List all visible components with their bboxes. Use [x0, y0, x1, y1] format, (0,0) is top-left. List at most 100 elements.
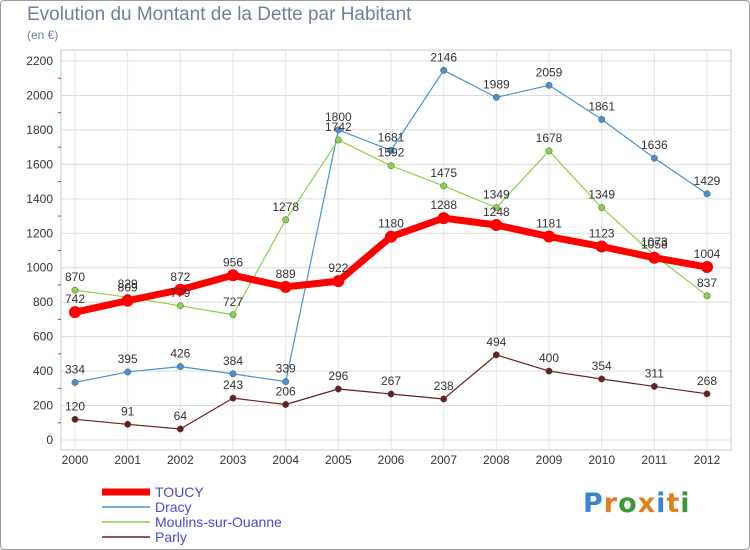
logo-letter: i	[656, 488, 667, 519]
x-tick-label: 2010	[588, 453, 615, 467]
data-label: 1800	[325, 110, 352, 124]
data-label: 1678	[536, 131, 563, 145]
data-label: 1278	[272, 200, 299, 214]
data-label: 400	[539, 351, 559, 365]
data-label: 120	[65, 399, 85, 413]
data-point	[176, 363, 184, 371]
data-point	[650, 154, 658, 162]
data-point	[598, 204, 606, 212]
data-label: 779	[170, 286, 190, 300]
data-point	[492, 351, 500, 359]
data-label: 870	[65, 270, 85, 284]
data-label: 1073	[641, 235, 668, 249]
data-point	[282, 378, 290, 386]
x-tick-label: 2003	[220, 453, 247, 467]
y-tick-label: 200	[33, 399, 53, 413]
data-point	[334, 126, 342, 134]
y-tick-label: 0	[46, 433, 53, 447]
data-label: 727	[223, 295, 243, 309]
data-point	[121, 294, 134, 307]
data-label: 395	[118, 352, 138, 366]
data-label: 91	[121, 404, 135, 418]
data-label: 1004	[694, 247, 721, 261]
data-point	[124, 420, 132, 428]
data-point	[176, 425, 184, 433]
x-tick-label: 2007	[430, 453, 457, 467]
data-point	[545, 147, 553, 155]
data-label: 1123	[589, 227, 615, 241]
data-label: 339	[276, 362, 296, 376]
data-label: 334	[65, 362, 85, 376]
data-label: 889	[276, 267, 296, 281]
legend-label: Parly	[155, 529, 187, 545]
data-point	[490, 219, 503, 232]
y-tick-label: 2000	[26, 88, 53, 102]
logo-letter: P	[583, 488, 604, 519]
data-point	[71, 415, 79, 423]
logo-letter: x	[637, 488, 657, 519]
data-point	[545, 81, 553, 89]
data-label: 426	[170, 347, 190, 361]
data-point	[595, 240, 608, 253]
data-point	[440, 395, 448, 403]
data-label: 1058	[641, 238, 668, 252]
x-tick-label: 2009	[536, 453, 563, 467]
data-point	[385, 230, 397, 243]
data-label: 829	[118, 277, 138, 291]
chart-unit-label: (en €)	[27, 28, 59, 42]
x-tick-label: 2008	[483, 453, 510, 467]
data-point	[229, 370, 237, 378]
y-tick-label: 1200	[26, 226, 53, 240]
data-point	[492, 93, 500, 101]
proxiti-logo: Proxiti	[583, 488, 691, 519]
data-point	[440, 66, 448, 74]
x-tick-label: 2005	[325, 453, 352, 467]
data-point	[387, 390, 395, 398]
data-label: 2059	[536, 65, 563, 79]
data-point	[71, 379, 79, 386]
y-tick-label: 1400	[26, 192, 53, 206]
data-label: 742	[65, 292, 85, 306]
data-point	[701, 261, 713, 274]
y-tick-label: 1000	[26, 261, 53, 275]
data-point	[71, 286, 79, 294]
data-point	[174, 283, 187, 296]
data-label: 1180	[378, 217, 404, 231]
data-label: 384	[223, 354, 243, 368]
data-point	[176, 302, 184, 310]
data-label: 956	[223, 255, 243, 269]
data-point	[598, 115, 606, 123]
y-tick-label: 2200	[26, 54, 53, 68]
data-label: 1349	[588, 188, 615, 202]
data-label: 1248	[483, 205, 510, 219]
data-point	[334, 136, 342, 144]
data-point	[387, 162, 395, 170]
data-point	[229, 394, 237, 402]
y-tick-label: 800	[33, 295, 53, 309]
data-point	[387, 146, 395, 154]
data-point	[282, 401, 290, 408]
data-point	[282, 216, 290, 224]
y-tick-label: 600	[33, 330, 53, 344]
y-tick-label: 400	[33, 364, 53, 378]
x-tick-label: 2006	[378, 453, 405, 467]
data-point	[229, 311, 237, 319]
data-label: 922	[328, 261, 348, 275]
data-point	[440, 182, 448, 190]
legend-label: Moulins-sur-Ouanne	[155, 514, 282, 530]
logo-letter: t	[666, 488, 681, 519]
logo-letter: o	[618, 488, 638, 519]
data-point	[703, 292, 711, 300]
logo-letter: r	[603, 488, 619, 519]
data-label: 268	[697, 374, 717, 388]
data-label: 1681	[378, 130, 405, 144]
data-label: 267	[381, 374, 401, 388]
data-label: 1429	[694, 174, 721, 188]
data-label: 1742	[325, 120, 352, 134]
data-label: 2146	[430, 50, 457, 64]
data-label: 837	[697, 276, 717, 290]
data-label: 64	[174, 409, 188, 423]
data-label: 354	[592, 359, 612, 373]
data-label: 1636	[641, 138, 668, 152]
data-label: 1592	[378, 146, 405, 160]
